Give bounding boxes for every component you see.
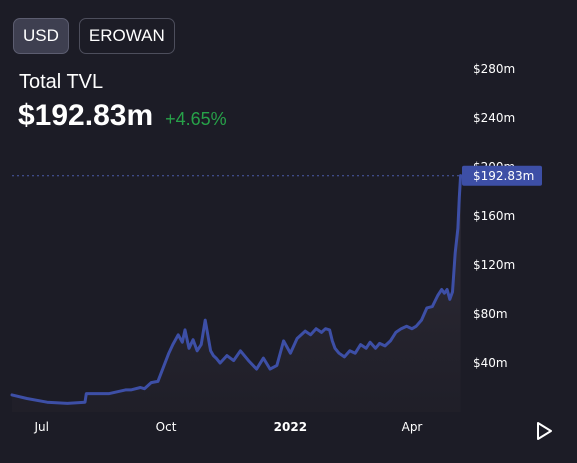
current-value-label-text: $192.83m — [473, 169, 534, 183]
y-tick-label: $160m — [473, 209, 515, 223]
tvl-title: Total TVL — [19, 71, 104, 93]
play-button[interactable] — [533, 420, 555, 442]
usd-button[interactable]: USD — [13, 18, 69, 54]
y-tick-label: $120m — [473, 258, 515, 272]
tvl-change-percent: +4.65% — [165, 109, 227, 129]
y-tick-label: $280m — [473, 62, 515, 76]
tvl-value: $192.83m — [18, 99, 154, 132]
y-tick-label: $240m — [473, 111, 515, 125]
play-icon — [537, 422, 552, 440]
current-value-label-bg — [462, 165, 542, 186]
tvl-series-line — [10, 174, 463, 405]
x-axis: Jul Oct 2022 Apr — [33, 420, 422, 434]
erowan-button[interactable]: EROWAN — [78, 18, 175, 54]
x-tick-label: Apr — [402, 420, 423, 434]
y-tick-label: $80m — [473, 307, 508, 321]
tvl-summary: $192.83m +4.65% — [18, 99, 227, 133]
y-tick-label: $40m — [473, 356, 508, 370]
current-value-label: $192.83m — [462, 165, 542, 186]
x-tick-label: 2022 — [274, 420, 307, 434]
x-tick-label: Jul — [33, 420, 48, 434]
currency-toggle: USD EROWAN — [13, 18, 175, 54]
x-tick-label: Oct — [156, 420, 177, 434]
tvl-area-fill — [12, 175, 461, 412]
y-axis: $40m$80m$120m$160m$200m$240m$280m — [473, 62, 515, 370]
